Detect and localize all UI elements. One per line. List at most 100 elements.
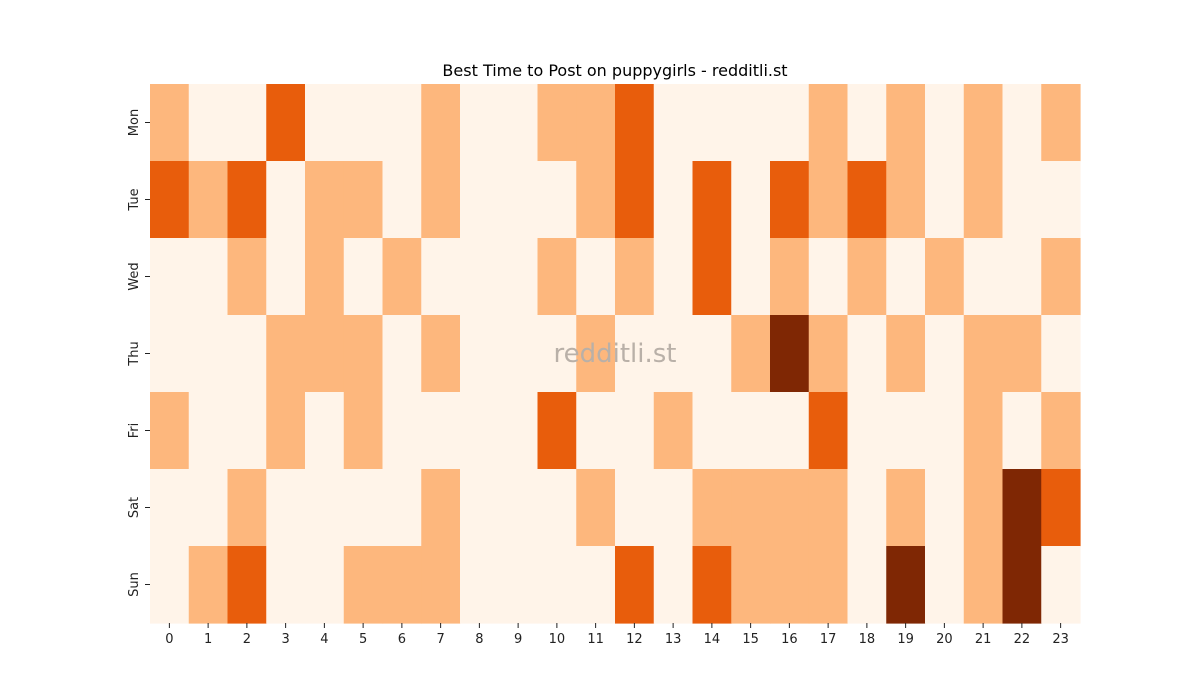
heatmap-cell-fri-19 bbox=[886, 392, 926, 470]
heatmap-cell-tue-21 bbox=[963, 161, 1004, 239]
x-tick-label: 17 bbox=[820, 632, 837, 647]
heatmap-cell-mon-0 bbox=[150, 84, 190, 162]
heatmap-cell-tue-17 bbox=[808, 161, 849, 239]
y-tick-label: Sun bbox=[127, 572, 142, 597]
heatmap-cell-wed-15 bbox=[731, 238, 771, 316]
x-tick-label: 5 bbox=[359, 632, 367, 647]
heatmap-cell-mon-10 bbox=[537, 84, 577, 162]
heatmap-cell-sat-21 bbox=[963, 469, 1004, 547]
heatmap-cell-thu-6 bbox=[382, 315, 422, 393]
heatmap-cell-fri-9 bbox=[498, 392, 539, 470]
heatmap-cell-sun-1 bbox=[188, 546, 229, 624]
heatmap-cell-fri-1 bbox=[188, 392, 229, 470]
heatmap-cell-wed-23 bbox=[1041, 238, 1081, 316]
heatmap-cell-sat-4 bbox=[305, 469, 345, 547]
heatmap-cell-sun-18 bbox=[847, 546, 887, 624]
heatmap-cell-mon-19 bbox=[886, 84, 926, 162]
heatmap-cell-fri-21 bbox=[963, 392, 1004, 470]
heatmap-cell-thu-19 bbox=[886, 315, 926, 393]
heatmap-cell-thu-8 bbox=[460, 315, 500, 393]
heatmap-cell-mon-17 bbox=[808, 84, 849, 162]
heatmap-cell-sat-17 bbox=[808, 469, 849, 547]
heatmap-cell-fri-16 bbox=[770, 392, 810, 470]
heatmap-cell-wed-16 bbox=[770, 238, 810, 316]
heatmap-cell-sun-22 bbox=[1002, 546, 1042, 624]
heatmap-cell-fri-6 bbox=[382, 392, 422, 470]
heatmap-cell-thu-2 bbox=[227, 315, 267, 393]
heatmap-cell-mon-3 bbox=[266, 84, 306, 162]
x-tick-label: 11 bbox=[587, 632, 604, 647]
heatmap-cell-tue-6 bbox=[382, 161, 422, 239]
x-tick-label: 14 bbox=[704, 632, 721, 647]
heatmap-cell-sun-14 bbox=[692, 546, 732, 624]
heatmap-cell-sun-23 bbox=[1041, 546, 1081, 624]
heatmap-cell-mon-15 bbox=[731, 84, 771, 162]
heatmap-cell-tue-20 bbox=[925, 161, 965, 239]
heatmap-cell-sat-12 bbox=[615, 469, 655, 547]
heatmap-cell-wed-7 bbox=[421, 238, 461, 316]
heatmap-cell-wed-3 bbox=[266, 238, 306, 316]
heatmap-cell-thu-10 bbox=[537, 315, 577, 393]
heatmap-cell-tue-5 bbox=[343, 161, 384, 239]
heatmap-cell-sat-1 bbox=[188, 469, 229, 547]
heatmap-cell-tue-7 bbox=[421, 161, 461, 239]
x-tick-label: 19 bbox=[897, 632, 914, 647]
heatmap-cell-tue-11 bbox=[576, 161, 616, 239]
heatmap-cell-wed-17 bbox=[808, 238, 849, 316]
heatmap-cell-thu-18 bbox=[847, 315, 887, 393]
heatmap-cell-fri-7 bbox=[421, 392, 461, 470]
heatmap-cell-sat-7 bbox=[421, 469, 461, 547]
heatmap-cell-wed-1 bbox=[188, 238, 229, 316]
heatmap-cell-mon-5 bbox=[343, 84, 384, 162]
heatmap-cell-tue-2 bbox=[227, 161, 267, 239]
heatmap-cell-sun-10 bbox=[537, 546, 577, 624]
heatmap-cell-sun-3 bbox=[266, 546, 306, 624]
heatmap-cell-mon-1 bbox=[188, 84, 229, 162]
heatmap-cell-mon-16 bbox=[770, 84, 810, 162]
x-tick-label: 1 bbox=[204, 632, 212, 647]
heatmap-cell-mon-4 bbox=[305, 84, 345, 162]
heatmap-cell-sat-8 bbox=[460, 469, 500, 547]
heatmap-cell-thu-5 bbox=[343, 315, 384, 393]
heatmap-cell-wed-18 bbox=[847, 238, 887, 316]
heatmap-cell-mon-14 bbox=[692, 84, 732, 162]
heatmap-cell-tue-10 bbox=[537, 161, 577, 239]
heatmap-cell-tue-18 bbox=[847, 161, 887, 239]
heatmap-cell-fri-22 bbox=[1002, 392, 1042, 470]
heatmap-cell-sun-11 bbox=[576, 546, 616, 624]
heatmap-cell-sat-13 bbox=[653, 469, 694, 547]
heatmap-cell-fri-3 bbox=[266, 392, 306, 470]
heatmap-cell-fri-18 bbox=[847, 392, 887, 470]
heatmap-cell-thu-11 bbox=[576, 315, 616, 393]
heatmap-cell-fri-10 bbox=[537, 392, 577, 470]
heatmap-cell-fri-2 bbox=[227, 392, 267, 470]
heatmap-cell-thu-16 bbox=[770, 315, 810, 393]
heatmap-cell-fri-8 bbox=[460, 392, 500, 470]
heatmap-cell-tue-12 bbox=[615, 161, 655, 239]
heatmap-cell-thu-13 bbox=[653, 315, 694, 393]
heatmap-cell-wed-22 bbox=[1002, 238, 1042, 316]
heatmap-cell-sun-16 bbox=[770, 546, 810, 624]
heatmap-cell-mon-13 bbox=[653, 84, 694, 162]
y-tick-label: Wed bbox=[127, 262, 142, 290]
heatmap-cell-thu-1 bbox=[188, 315, 229, 393]
heatmap-cell-wed-11 bbox=[576, 238, 616, 316]
heatmap-cell-wed-5 bbox=[343, 238, 384, 316]
heatmap-cell-sat-5 bbox=[343, 469, 384, 547]
heatmap-cell-sun-9 bbox=[498, 546, 539, 624]
heatmap-cell-sun-8 bbox=[460, 546, 500, 624]
heatmap-cell-sun-20 bbox=[925, 546, 965, 624]
heatmap-cell-thu-12 bbox=[615, 315, 655, 393]
heatmap-cells bbox=[150, 84, 1081, 624]
heatmap-cell-mon-6 bbox=[382, 84, 422, 162]
heatmap-cell-sun-5 bbox=[343, 546, 384, 624]
heatmap-cell-sat-2 bbox=[227, 469, 267, 547]
heatmap-cell-sat-15 bbox=[731, 469, 771, 547]
heatmap-cell-thu-3 bbox=[266, 315, 306, 393]
heatmap-cell-tue-4 bbox=[305, 161, 345, 239]
x-tick-label: 21 bbox=[975, 632, 992, 647]
heatmap-cell-wed-13 bbox=[653, 238, 694, 316]
x-tick-label: 2 bbox=[243, 632, 251, 647]
heatmap-cell-sun-0 bbox=[150, 546, 190, 624]
